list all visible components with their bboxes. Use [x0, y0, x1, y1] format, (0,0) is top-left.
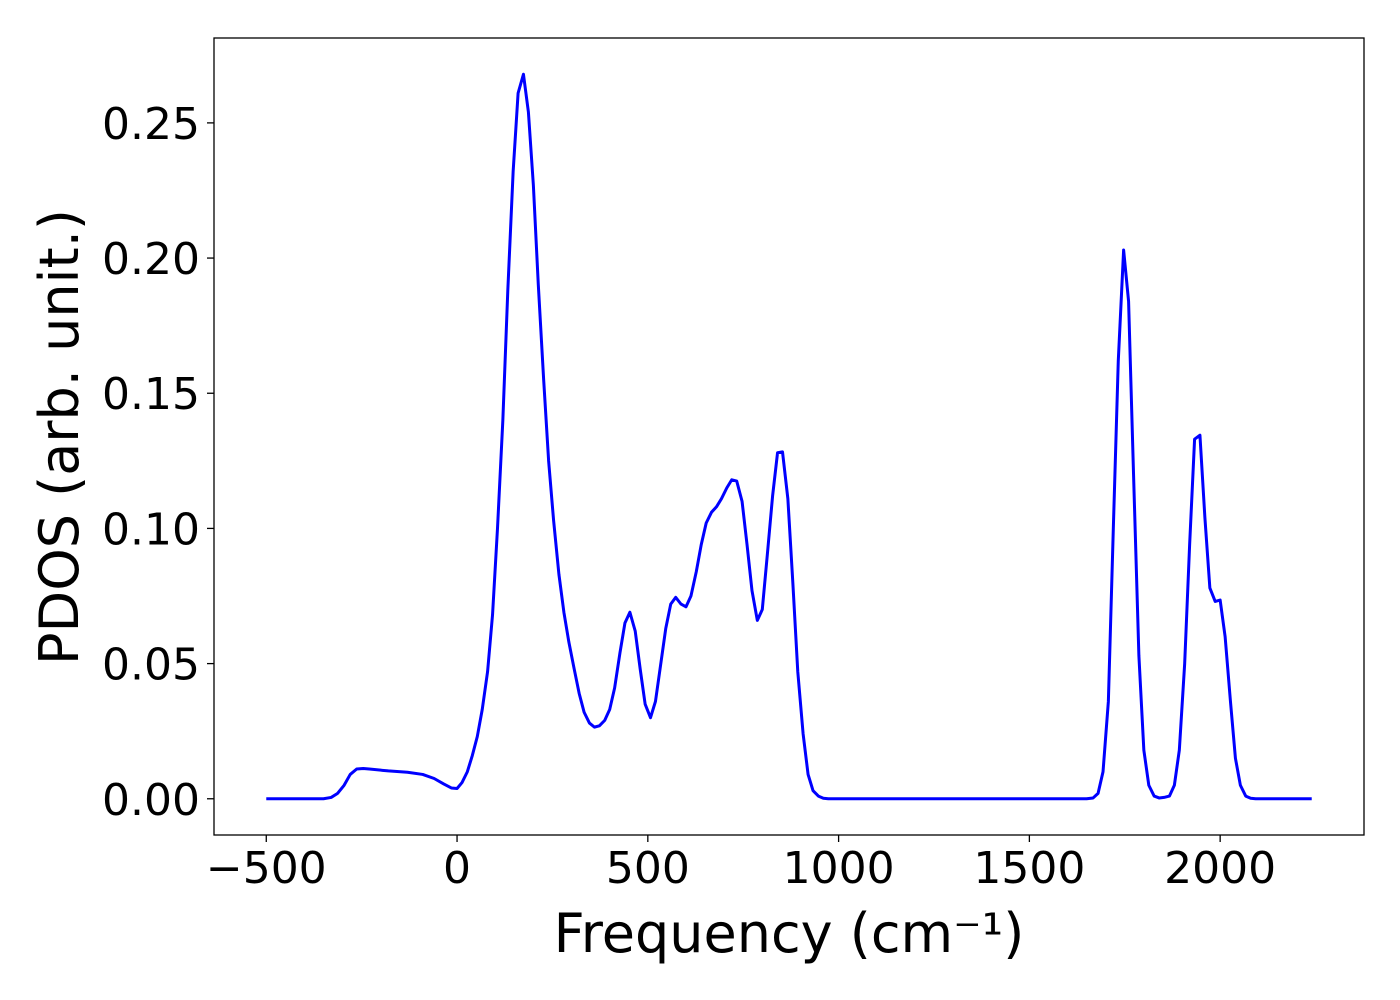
x-tick-label: 1500 — [973, 843, 1085, 894]
y-tick-label: 0.05 — [102, 640, 200, 691]
x-axis-label: Frequency (cm⁻¹) — [554, 902, 1025, 965]
x-tick-label: 1000 — [783, 843, 895, 894]
x-tick-label: −500 — [206, 843, 327, 894]
y-tick-label: 0.00 — [102, 775, 200, 826]
plot-frame — [213, 37, 1365, 836]
y-axis-label: PDOS (arb. unit.) — [28, 209, 91, 665]
y-tick-label: 0.25 — [102, 99, 200, 150]
x-tick-label: 500 — [606, 843, 690, 894]
x-tick-label: 2000 — [1164, 843, 1276, 894]
x-tick-label: 0 — [443, 843, 471, 894]
y-tick-label: 0.20 — [102, 234, 200, 285]
y-tick-label: 0.15 — [102, 369, 200, 420]
data-line — [266, 72, 1312, 801]
y-tick-label: 0.10 — [102, 504, 200, 555]
